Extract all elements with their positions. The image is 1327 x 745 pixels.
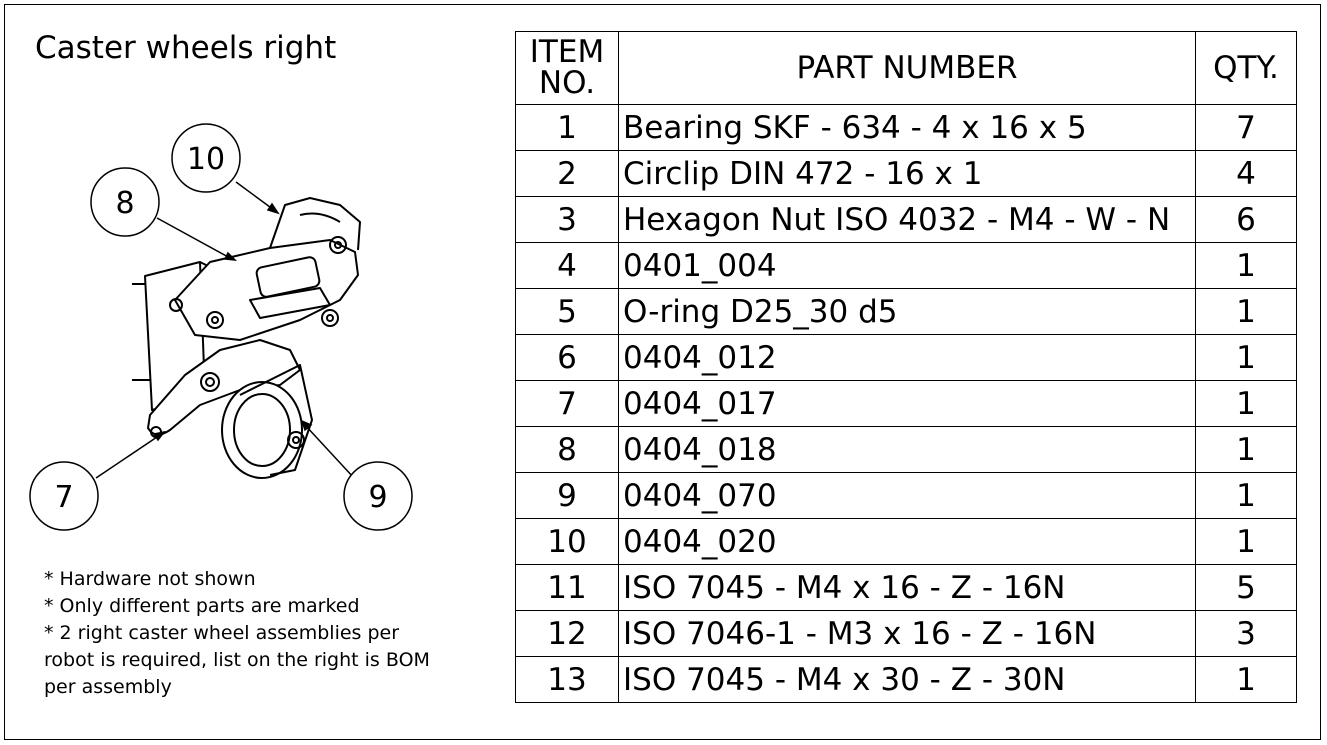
- item-no: 4: [515, 242, 619, 289]
- part-number: 0404_020: [618, 518, 1196, 565]
- table-row: 6 0404_012 1: [515, 334, 1297, 381]
- header-item-no: ITEM NO.: [515, 31, 619, 105]
- item-no: 7: [515, 380, 619, 427]
- qty: 7: [1195, 104, 1297, 151]
- item-no: 13: [515, 656, 619, 703]
- item-no: 3: [515, 196, 619, 243]
- part-number: Bearing SKF - 634 - 4 x 16 x 5: [618, 104, 1196, 151]
- item-no: 6: [515, 334, 619, 381]
- qty: 1: [1195, 472, 1297, 519]
- qty: 3: [1195, 610, 1297, 657]
- balloon-8: 8: [90, 167, 160, 237]
- item-no: 1: [515, 104, 619, 151]
- note-line: per assembly: [44, 676, 172, 698]
- note-line: * Only different parts are marked: [44, 595, 360, 617]
- item-no: 5: [515, 288, 619, 335]
- item-no: 2: [515, 150, 619, 197]
- qty: 6: [1195, 196, 1297, 243]
- part-number: ISO 7045 - M4 x 30 - Z - 30N: [618, 656, 1196, 703]
- table-row: 5 O-ring D25_30 d5 1: [515, 288, 1297, 335]
- part-number: 0404_012: [618, 334, 1196, 381]
- qty: 4: [1195, 150, 1297, 197]
- balloon-10-label: 10: [187, 142, 225, 177]
- part-number: ISO 7045 - M4 x 16 - Z - 16N: [618, 564, 1196, 611]
- table-row: 12 ISO 7046-1 - M3 x 16 - Z - 16N 3: [515, 610, 1297, 657]
- table-row: 13 ISO 7045 - M4 x 30 - Z - 30N 1: [515, 656, 1297, 703]
- header-part-number: PART NUMBER: [618, 31, 1196, 105]
- part-number: Circlip DIN 472 - 16 x 1: [618, 150, 1196, 197]
- balloon-7: 7: [29, 461, 99, 531]
- balloon-9-label: 9: [368, 480, 387, 515]
- drawing-title: Caster wheels right: [35, 30, 337, 66]
- qty: 1: [1195, 518, 1297, 565]
- balloon-10: 10: [171, 123, 241, 193]
- part-number: O-ring D25_30 d5: [618, 288, 1196, 335]
- item-no: 11: [515, 564, 619, 611]
- part-number: 0404_017: [618, 380, 1196, 427]
- drawing-border: [4, 4, 1321, 740]
- part-number: 0404_018: [618, 426, 1196, 473]
- item-no: 12: [515, 610, 619, 657]
- part-number: 0401_004: [618, 242, 1196, 289]
- note-line: robot is required, list on the right is …: [44, 649, 430, 671]
- item-no: 10: [515, 518, 619, 565]
- assembly-illustration: 10 8 7 9: [29, 123, 413, 531]
- qty: 1: [1195, 656, 1297, 703]
- balloon-9: 9: [343, 461, 413, 531]
- part-number: 0404_070: [618, 472, 1196, 519]
- header-qty: QTY.: [1195, 31, 1297, 105]
- part-number: ISO 7046-1 - M3 x 16 - Z - 16N: [618, 610, 1196, 657]
- qty: 1: [1195, 242, 1297, 289]
- table-row: 9 0404_070 1: [515, 472, 1297, 519]
- note-line: * 2 right caster wheel assemblies per: [44, 622, 400, 644]
- item-no: 8: [515, 426, 619, 473]
- table-header-row: ITEM NO. PART NUMBER QTY.: [515, 31, 1297, 105]
- table-row: 11 ISO 7045 - M4 x 16 - Z - 16N 5: [515, 564, 1297, 611]
- qty: 1: [1195, 288, 1297, 335]
- qty: 1: [1195, 380, 1297, 427]
- balloon-8-label: 8: [115, 186, 134, 221]
- table-row: 10 0404_020 1: [515, 518, 1297, 565]
- note-line: * Hardware not shown: [44, 568, 256, 590]
- table-row: 7 0404_017 1: [515, 380, 1297, 427]
- balloon-7-label: 7: [54, 480, 73, 515]
- qty: 5: [1195, 564, 1297, 611]
- qty: 1: [1195, 426, 1297, 473]
- table-row: 8 0404_018 1: [515, 426, 1297, 473]
- bill-of-materials-table: ITEM NO. PART NUMBER QTY. 1 Bearing SKF -…: [515, 31, 1297, 703]
- part-number: Hexagon Nut ISO 4032 - M4 - W - N: [618, 196, 1196, 243]
- table-row: 4 0401_004 1: [515, 242, 1297, 289]
- drawing-notes: * Hardware not shown * Only different pa…: [44, 566, 464, 701]
- item-no: 9: [515, 472, 619, 519]
- qty: 1: [1195, 334, 1297, 381]
